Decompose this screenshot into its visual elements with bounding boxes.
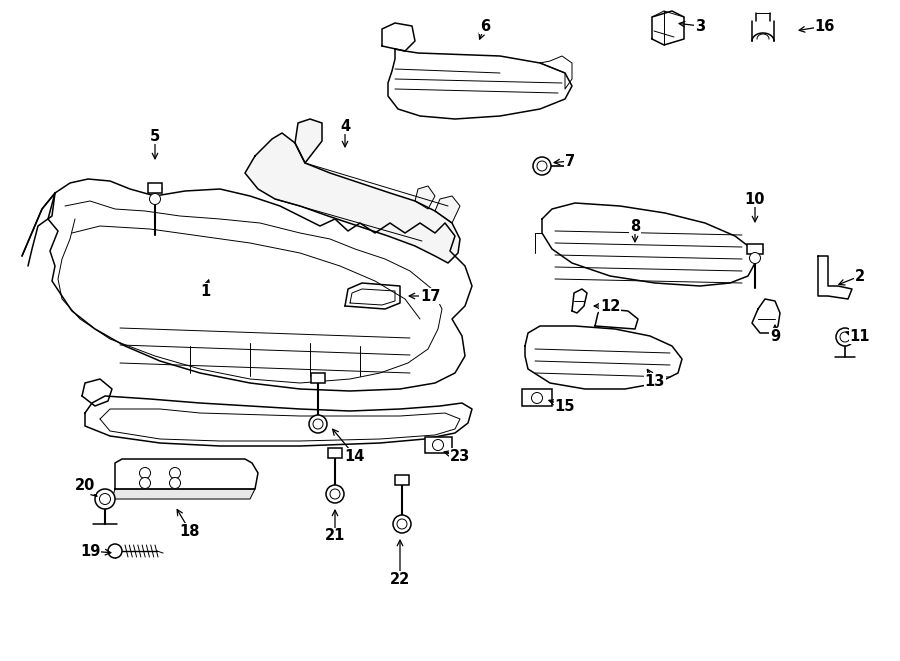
Polygon shape bbox=[415, 186, 435, 209]
Polygon shape bbox=[435, 196, 460, 223]
Polygon shape bbox=[747, 244, 763, 254]
Polygon shape bbox=[542, 203, 755, 286]
Polygon shape bbox=[22, 179, 472, 391]
Text: 9: 9 bbox=[770, 329, 780, 344]
Text: 21: 21 bbox=[325, 529, 346, 543]
Text: 4: 4 bbox=[340, 118, 350, 134]
Text: 12: 12 bbox=[599, 299, 620, 313]
Polygon shape bbox=[388, 49, 572, 119]
Text: 2: 2 bbox=[855, 268, 865, 284]
Text: 16: 16 bbox=[814, 19, 835, 34]
Circle shape bbox=[537, 161, 547, 171]
Polygon shape bbox=[382, 23, 415, 51]
Circle shape bbox=[100, 494, 111, 504]
Polygon shape bbox=[522, 389, 552, 406]
Polygon shape bbox=[652, 11, 684, 45]
Polygon shape bbox=[112, 489, 255, 499]
Text: 8: 8 bbox=[630, 219, 640, 233]
Polygon shape bbox=[345, 283, 400, 309]
Circle shape bbox=[169, 467, 181, 479]
Polygon shape bbox=[540, 56, 572, 89]
Text: 3: 3 bbox=[695, 19, 705, 34]
Text: 13: 13 bbox=[644, 373, 665, 389]
Text: 10: 10 bbox=[745, 192, 765, 206]
Polygon shape bbox=[595, 309, 638, 329]
Text: 1: 1 bbox=[200, 284, 210, 299]
Polygon shape bbox=[328, 448, 342, 458]
Text: 15: 15 bbox=[554, 399, 575, 414]
Polygon shape bbox=[115, 459, 258, 489]
Text: 14: 14 bbox=[345, 449, 365, 463]
Polygon shape bbox=[425, 437, 452, 453]
Polygon shape bbox=[295, 119, 322, 163]
Text: 23: 23 bbox=[450, 449, 470, 463]
Text: 22: 22 bbox=[390, 572, 410, 586]
Circle shape bbox=[149, 194, 160, 204]
Circle shape bbox=[95, 489, 115, 509]
Circle shape bbox=[533, 157, 551, 175]
Polygon shape bbox=[525, 326, 682, 389]
Text: 5: 5 bbox=[150, 128, 160, 143]
Circle shape bbox=[750, 253, 760, 264]
Circle shape bbox=[326, 485, 344, 503]
Circle shape bbox=[397, 519, 407, 529]
Polygon shape bbox=[395, 475, 409, 485]
Circle shape bbox=[140, 467, 150, 479]
Polygon shape bbox=[85, 396, 472, 446]
Text: 19: 19 bbox=[80, 543, 100, 559]
Polygon shape bbox=[245, 133, 460, 263]
Circle shape bbox=[330, 489, 340, 499]
Polygon shape bbox=[148, 183, 162, 193]
Text: 7: 7 bbox=[565, 153, 575, 169]
Text: 11: 11 bbox=[850, 329, 870, 344]
Circle shape bbox=[393, 515, 411, 533]
Polygon shape bbox=[752, 299, 780, 333]
Circle shape bbox=[433, 440, 444, 451]
Circle shape bbox=[840, 332, 850, 342]
Text: 20: 20 bbox=[75, 479, 95, 494]
Polygon shape bbox=[311, 373, 325, 383]
Polygon shape bbox=[82, 379, 112, 406]
Polygon shape bbox=[572, 289, 587, 313]
Circle shape bbox=[169, 477, 181, 488]
Circle shape bbox=[532, 393, 543, 403]
Text: 6: 6 bbox=[480, 19, 491, 34]
Text: 18: 18 bbox=[180, 524, 200, 539]
Text: 17: 17 bbox=[419, 288, 440, 303]
Circle shape bbox=[313, 419, 323, 429]
Circle shape bbox=[140, 477, 150, 488]
Circle shape bbox=[309, 415, 327, 433]
Polygon shape bbox=[818, 256, 852, 299]
Circle shape bbox=[836, 328, 854, 346]
Circle shape bbox=[108, 544, 122, 558]
